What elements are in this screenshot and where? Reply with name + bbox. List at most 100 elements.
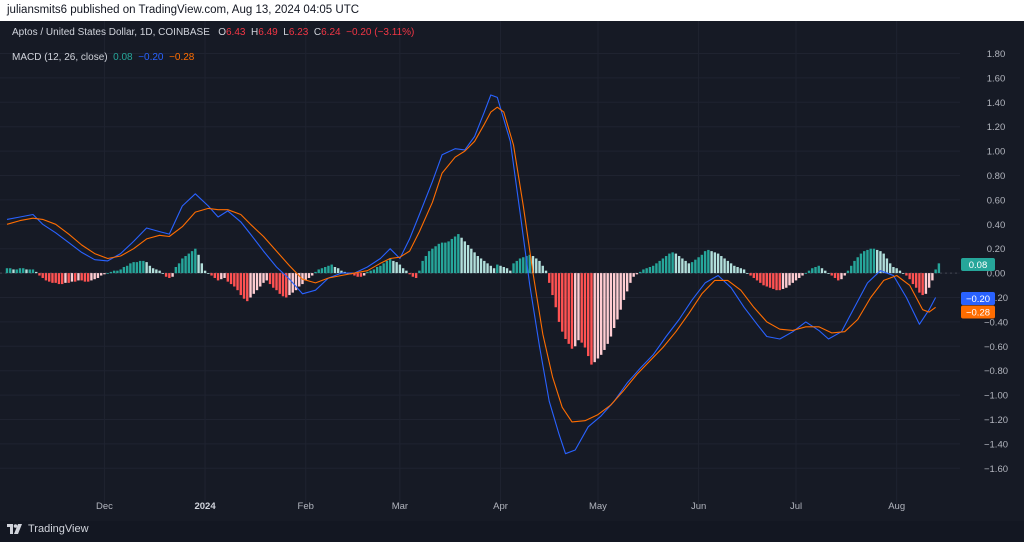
signal-line [6,106,936,423]
symbol-name: Aptos / United States Dollar, 1D, COINBA… [12,27,210,38]
histogram-bar [892,267,895,274]
y-tick-label: 0.00 [987,269,1006,280]
histogram-bar [421,260,424,274]
histogram-bar [314,271,317,274]
histogram-bar [320,268,324,274]
histogram-bar [687,263,691,274]
histogram-bar [791,273,794,283]
histogram-bar [817,265,820,274]
histogram-bar [281,273,285,297]
histogram-bar [31,269,35,274]
histogram-bar [811,268,814,274]
histogram-bar [125,265,129,274]
histogram-bar [518,258,522,274]
histogram-bar [164,273,168,277]
y-tick-label: 1.20 [987,122,1006,133]
close-label: C [313,27,322,38]
y-tick-label: 1.60 [987,73,1006,84]
histogram-bar [918,273,921,293]
histogram-bar [668,253,671,274]
open-value: 6.43 [226,27,246,38]
histogram-bar [226,273,229,282]
histogram-bar [324,267,327,274]
tradingview-logo[interactable]: TradingView [7,523,89,535]
signal-value: −0.28 [169,52,195,63]
histogram-bar [898,270,902,274]
close-value: 6.24 [321,27,341,38]
time-axis: Dec 2024 Feb Mar Apr May Jun Jul Aug [96,501,905,512]
histogram-bar [609,273,613,337]
histogram-bar [327,265,330,274]
histogram-bar [934,269,937,274]
histogram-bar [44,273,48,281]
indicator-legend[interactable]: MACD (12, 26, close) 0.08 −0.20 −0.28 [12,52,194,63]
histogram-bar [869,248,872,274]
histogram-bar [431,248,434,274]
histogram-bar [148,265,152,274]
x-tick-label: Aug [888,501,905,512]
histogram-bar [794,273,798,281]
histogram-bar [385,260,389,274]
histogram-value: 0.08 [113,52,133,63]
histogram-bar [142,260,145,274]
histogram-bar [343,271,346,274]
histogram-bar [684,260,687,274]
histogram-bar [38,273,41,276]
y-tick-label: −1.60 [984,464,1008,475]
histogram-bar [875,249,879,274]
histogram-bar [317,269,320,274]
histogram-bar [194,248,197,274]
histogram-bar [496,264,499,274]
histogram-bar [233,273,236,287]
histogram-bar [398,264,402,274]
histogram-bar [64,273,67,283]
histogram-bar [18,268,22,274]
histogram-bar [885,258,889,274]
histogram-bar [703,251,707,274]
x-tick-label: Jul [790,501,802,512]
histogram-bar [181,258,184,274]
histogram-bar [57,273,61,285]
histogram-bar [268,273,272,285]
histogram-bar [765,273,768,287]
histogram-bar [596,273,600,359]
histogram-tag-bg [961,258,995,271]
y-tick-label: −0.80 [984,366,1008,377]
y-tick-label: 0.80 [987,171,1006,182]
histogram-bar [742,269,746,274]
histogram-bar [109,271,113,274]
histogram-bar [489,265,493,274]
x-tick-label: Dec [96,501,113,512]
histogram-bar [54,273,57,283]
histogram-bar [473,252,476,274]
histogram-bar [772,273,775,289]
histogram-bar [606,273,609,344]
histogram-bar [362,273,366,276]
histogram-bar [414,273,418,278]
histogram-bar [648,267,652,274]
y-tick-label: −0.40 [984,317,1008,328]
histogram-bar [450,238,454,274]
histogram-bar [168,273,171,278]
histogram-bar [48,273,51,282]
histogram-bar [570,273,574,349]
histogram-bar [632,273,635,277]
histogram-bar [677,256,681,274]
histogram-bar [388,258,392,274]
histogram-bar [752,273,756,278]
histogram-bar [129,263,132,274]
histogram-bar [674,253,678,274]
histogram-bar [453,236,457,274]
histogram-bar [564,273,567,339]
histogram-bar [859,253,863,274]
histogram-bar [622,273,626,300]
histogram-bar [249,273,252,298]
histogram-bar [112,270,116,274]
footer-bar [0,521,1024,542]
histogram-bar [116,270,119,274]
histogram-bar [135,262,139,274]
histogram-bar [567,273,570,344]
histogram-bar [749,273,752,276]
histogram-bar [723,258,726,274]
